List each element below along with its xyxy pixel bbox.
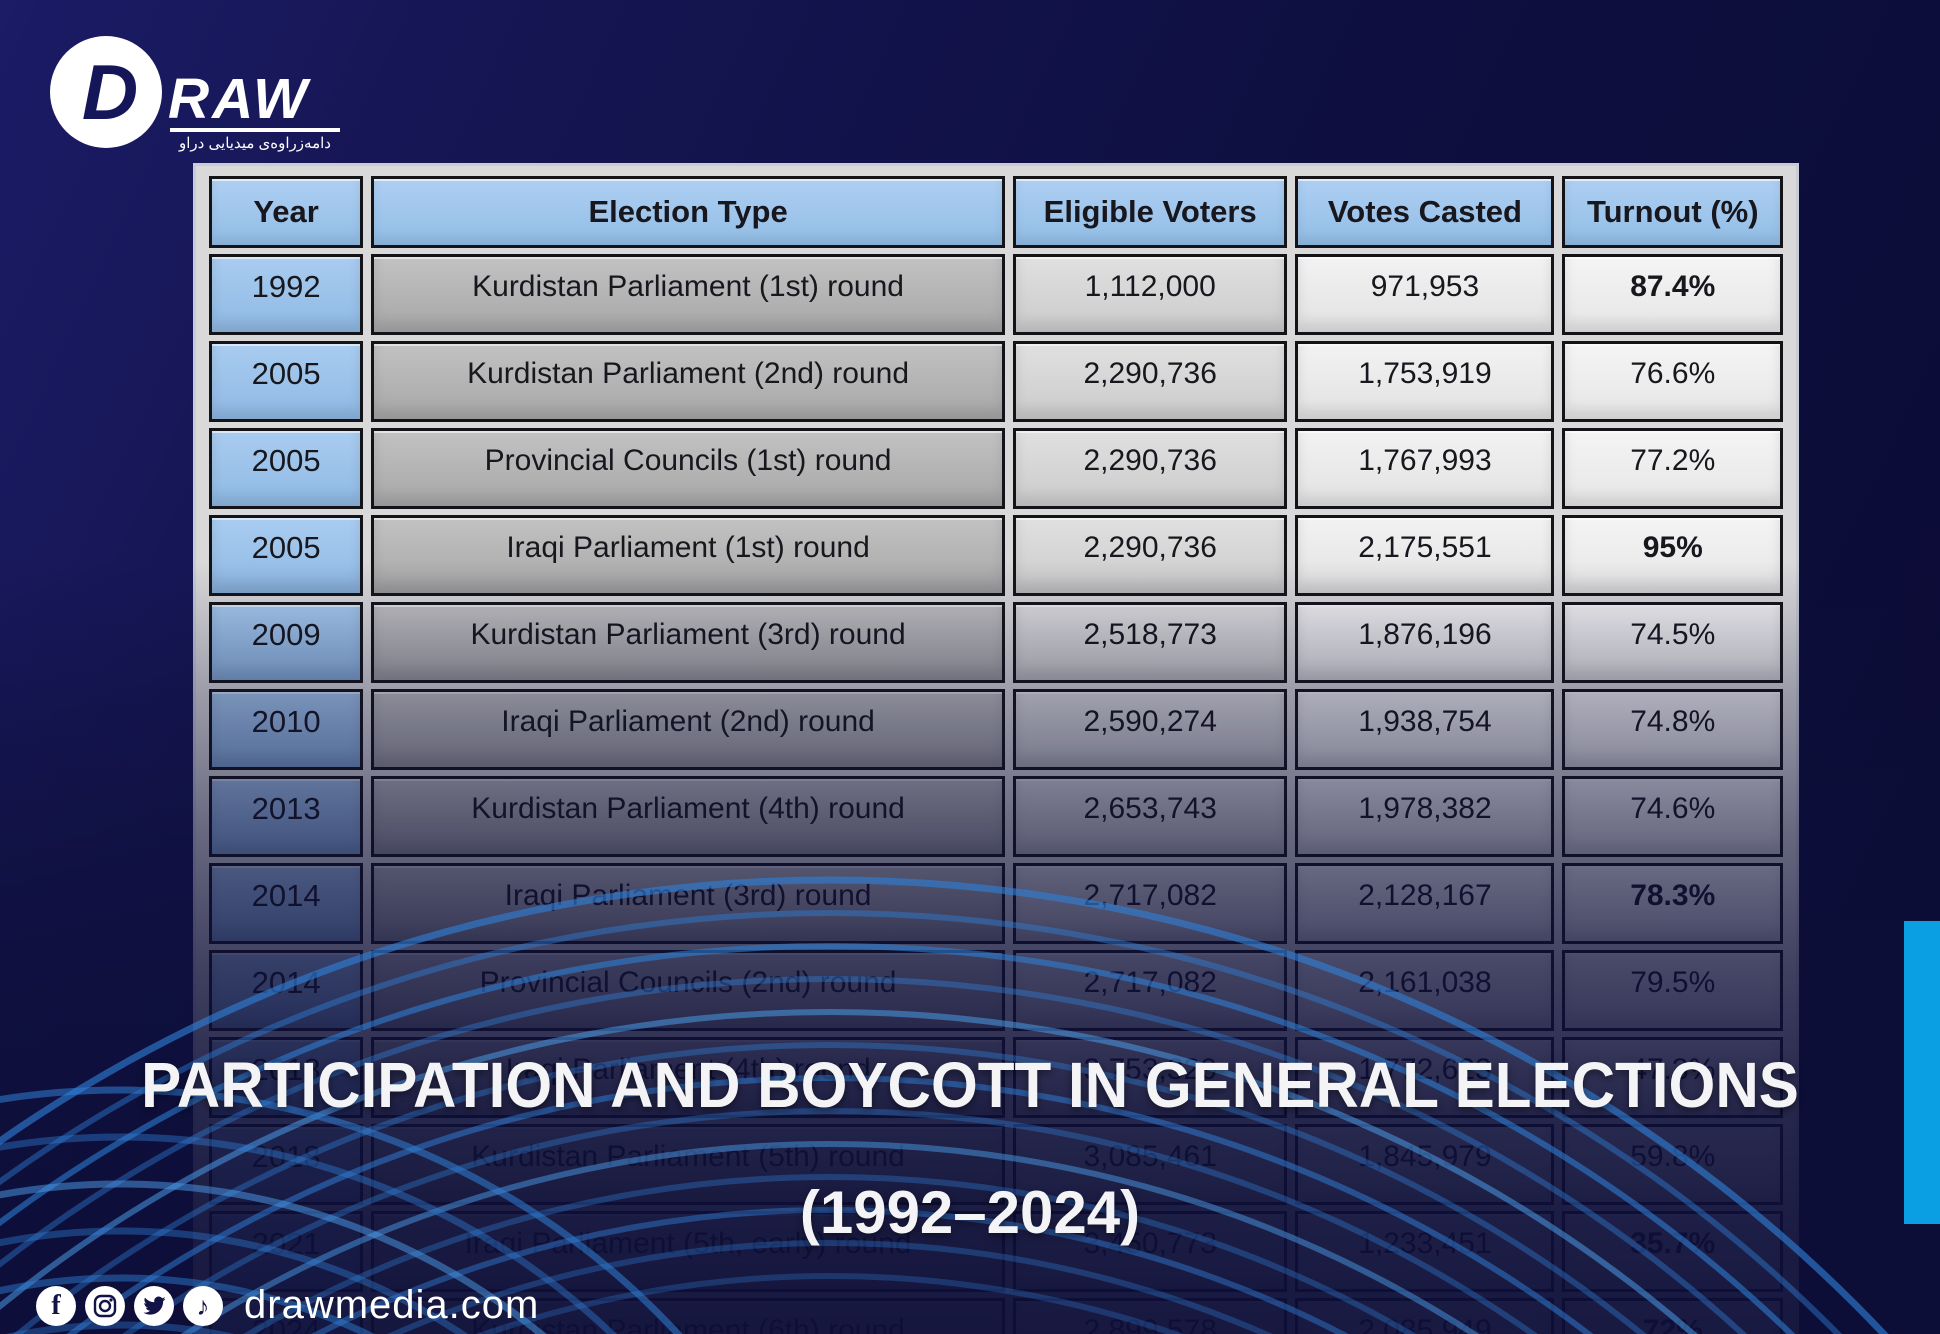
year-cell: 2014 <box>209 863 364 944</box>
year-cell: 1992 <box>209 254 364 335</box>
eligible-cell: 1,112,000 <box>1012 254 1288 335</box>
page-subtitle: (1992–2024) <box>799 1179 1141 1246</box>
eligible-cell: 2,717,082 <box>1012 863 1288 944</box>
type-cell: Provincial Councils (1st) round <box>371 428 1005 509</box>
year-cell: 2013 <box>209 776 364 857</box>
type-cell: Kurdistan Parliament (1st) round <box>371 254 1005 335</box>
turnout-cell: 74.5% <box>1562 602 1783 683</box>
logo-wordmark: RAW <box>168 67 310 131</box>
year-cell: 2005 <box>209 341 364 422</box>
type-cell: Kurdistan Parliament (3rd) round <box>371 602 1005 683</box>
turnout-cell: 77.2% <box>1562 428 1783 509</box>
turnout-cell: 95% <box>1562 515 1783 596</box>
turnout-cell: 72% <box>1562 1298 1783 1334</box>
turnout-cell: 76.6% <box>1562 341 1783 422</box>
votes-cell: 2,161,038 <box>1295 950 1555 1031</box>
type-cell: Provincial Councils (2nd) round <box>371 950 1005 1031</box>
type-cell: Kurdistan Parliament (2nd) round <box>371 341 1005 422</box>
table-row: 2010 Iraqi Parliament (2nd) round 2,590,27… <box>209 689 1783 770</box>
table-row: 2005 Kurdistan Parliament (2nd) round 2,29… <box>209 341 1783 422</box>
type-cell: Iraqi Parliament (3rd) round <box>371 863 1005 944</box>
year-cell: 2009 <box>209 602 364 683</box>
website-text: drawmedia.com <box>244 1283 540 1327</box>
logo-tagline: دامەزراوەی میدیایی دراو <box>179 135 331 152</box>
turnout-cell: 79.5% <box>1562 950 1783 1031</box>
table-row: 2013 Kurdistan Parliament (4th) round 2,65… <box>209 776 1783 857</box>
eligible-cell: 2,590,274 <box>1012 689 1288 770</box>
votes-cell: 1,938,754 <box>1295 689 1555 770</box>
turnout-cell: 78.3% <box>1562 863 1783 944</box>
votes-cell: 2,085,949 <box>1295 1298 1555 1334</box>
votes-cell: 1,767,993 <box>1295 428 1555 509</box>
header-row: Year Election Type Eligible Voters Votes Ca… <box>209 176 1783 248</box>
table-row: 2009 Kurdistan Parliament (3rd) round 2,51… <box>209 602 1783 683</box>
logo-underline <box>170 128 340 132</box>
table-row: 2005 Provincial Councils (1st) round 2,290… <box>209 428 1783 509</box>
logo-d-letter: D <box>81 47 139 136</box>
turnout-cell: 87.4% <box>1562 254 1783 335</box>
eligible-cell: 2,290,736 <box>1012 428 1288 509</box>
tiktok-icon: ♪ <box>183 1285 223 1326</box>
votes-cell: 1,876,196 <box>1295 602 1555 683</box>
election-table-body: 1992 Kurdistan Parliament (1st) round 1,11… <box>209 254 1783 1334</box>
eligible-cell: 2,518,773 <box>1012 602 1288 683</box>
table-row: 2014 Provincial Councils (2nd) round 2,717… <box>209 950 1783 1031</box>
page-title: PARTICIPATION AND BOYCOTT IN GENERAL ELE… <box>141 1049 1799 1121</box>
column-header-1: Election Type <box>371 176 1005 248</box>
year-cell: 2014 <box>209 950 364 1031</box>
election-table-frame: Year Election Type Eligible Voters Votes Ca… <box>193 163 1799 1334</box>
votes-cell: 2,128,167 <box>1295 863 1555 944</box>
instagram-icon <box>85 1285 125 1326</box>
table-row: 1992 Kurdistan Parliament (1st) round 1,11… <box>209 254 1783 335</box>
turnout-cell: 74.8% <box>1562 689 1783 770</box>
votes-cell: 1,978,382 <box>1295 776 1555 857</box>
year-cell: 2005 <box>209 428 364 509</box>
type-cell: Iraqi Parliament (1st) round <box>371 515 1005 596</box>
year-cell: 2005 <box>209 515 364 596</box>
logo-circle: D <box>50 36 162 148</box>
footer: f ♪ drawmedia.com <box>36 1283 539 1328</box>
type-cell: Iraqi Parliament (2nd) round <box>371 689 1005 770</box>
column-header-2: Eligible Voters <box>1012 176 1288 248</box>
type-cell: Kurdistan Parliament (4th) round <box>371 776 1005 857</box>
table-row: 2014 Iraqi Parliament (3rd) round 2,717,08… <box>209 863 1783 944</box>
eligible-cell: 2,899,578 <box>1012 1298 1288 1334</box>
turnout-cell: 74.6% <box>1562 776 1783 857</box>
column-header-4: Turnout (%) <box>1562 176 1783 248</box>
draw-logo: D RAW دامەزراوەی میدیایی دراو <box>50 36 350 161</box>
votes-cell: 971,953 <box>1295 254 1555 335</box>
votes-cell: 2,175,551 <box>1295 515 1555 596</box>
twitter-icon <box>134 1285 174 1326</box>
year-cell: 2010 <box>209 689 364 770</box>
eligible-cell: 2,290,736 <box>1012 515 1288 596</box>
column-header-3: Votes Casted <box>1295 176 1555 248</box>
eligible-cell: 2,653,743 <box>1012 776 1288 857</box>
column-header-0: Year <box>209 176 364 248</box>
eligible-cell: 2,290,736 <box>1012 341 1288 422</box>
facebook-icon: f <box>36 1285 76 1326</box>
votes-cell: 1,753,919 <box>1295 341 1555 422</box>
table-row: 2005 Iraqi Parliament (1st) round 2,290,73… <box>209 515 1783 596</box>
election-table: Year Election Type Eligible Voters Votes Ca… <box>201 170 1791 1334</box>
eligible-cell: 2,717,082 <box>1012 950 1288 1031</box>
